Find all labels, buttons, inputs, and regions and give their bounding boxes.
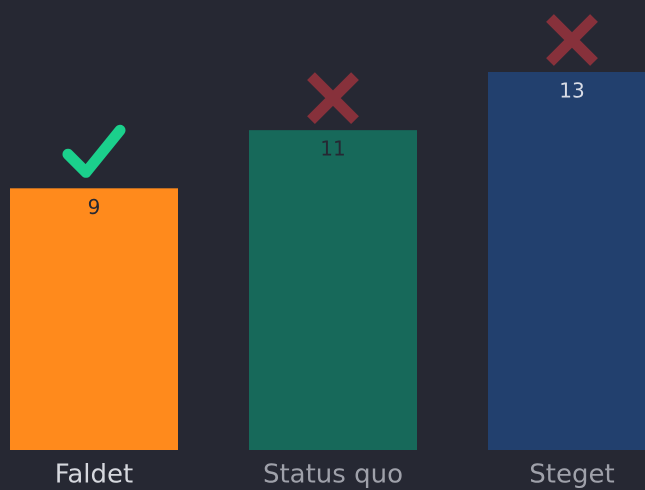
data-label: 13	[559, 79, 584, 103]
x-tick-label: Steget	[529, 460, 614, 490]
bar	[249, 130, 417, 450]
x-tick-label: Status quo	[263, 460, 403, 490]
cross-icon	[546, 14, 598, 66]
cross-icon	[307, 72, 359, 125]
x-tick-label: Faldet	[55, 460, 133, 490]
data-label: 9	[88, 195, 101, 219]
check-icon	[62, 124, 126, 178]
bar	[10, 188, 178, 451]
data-label: 11	[320, 137, 345, 161]
bar	[488, 72, 645, 450]
